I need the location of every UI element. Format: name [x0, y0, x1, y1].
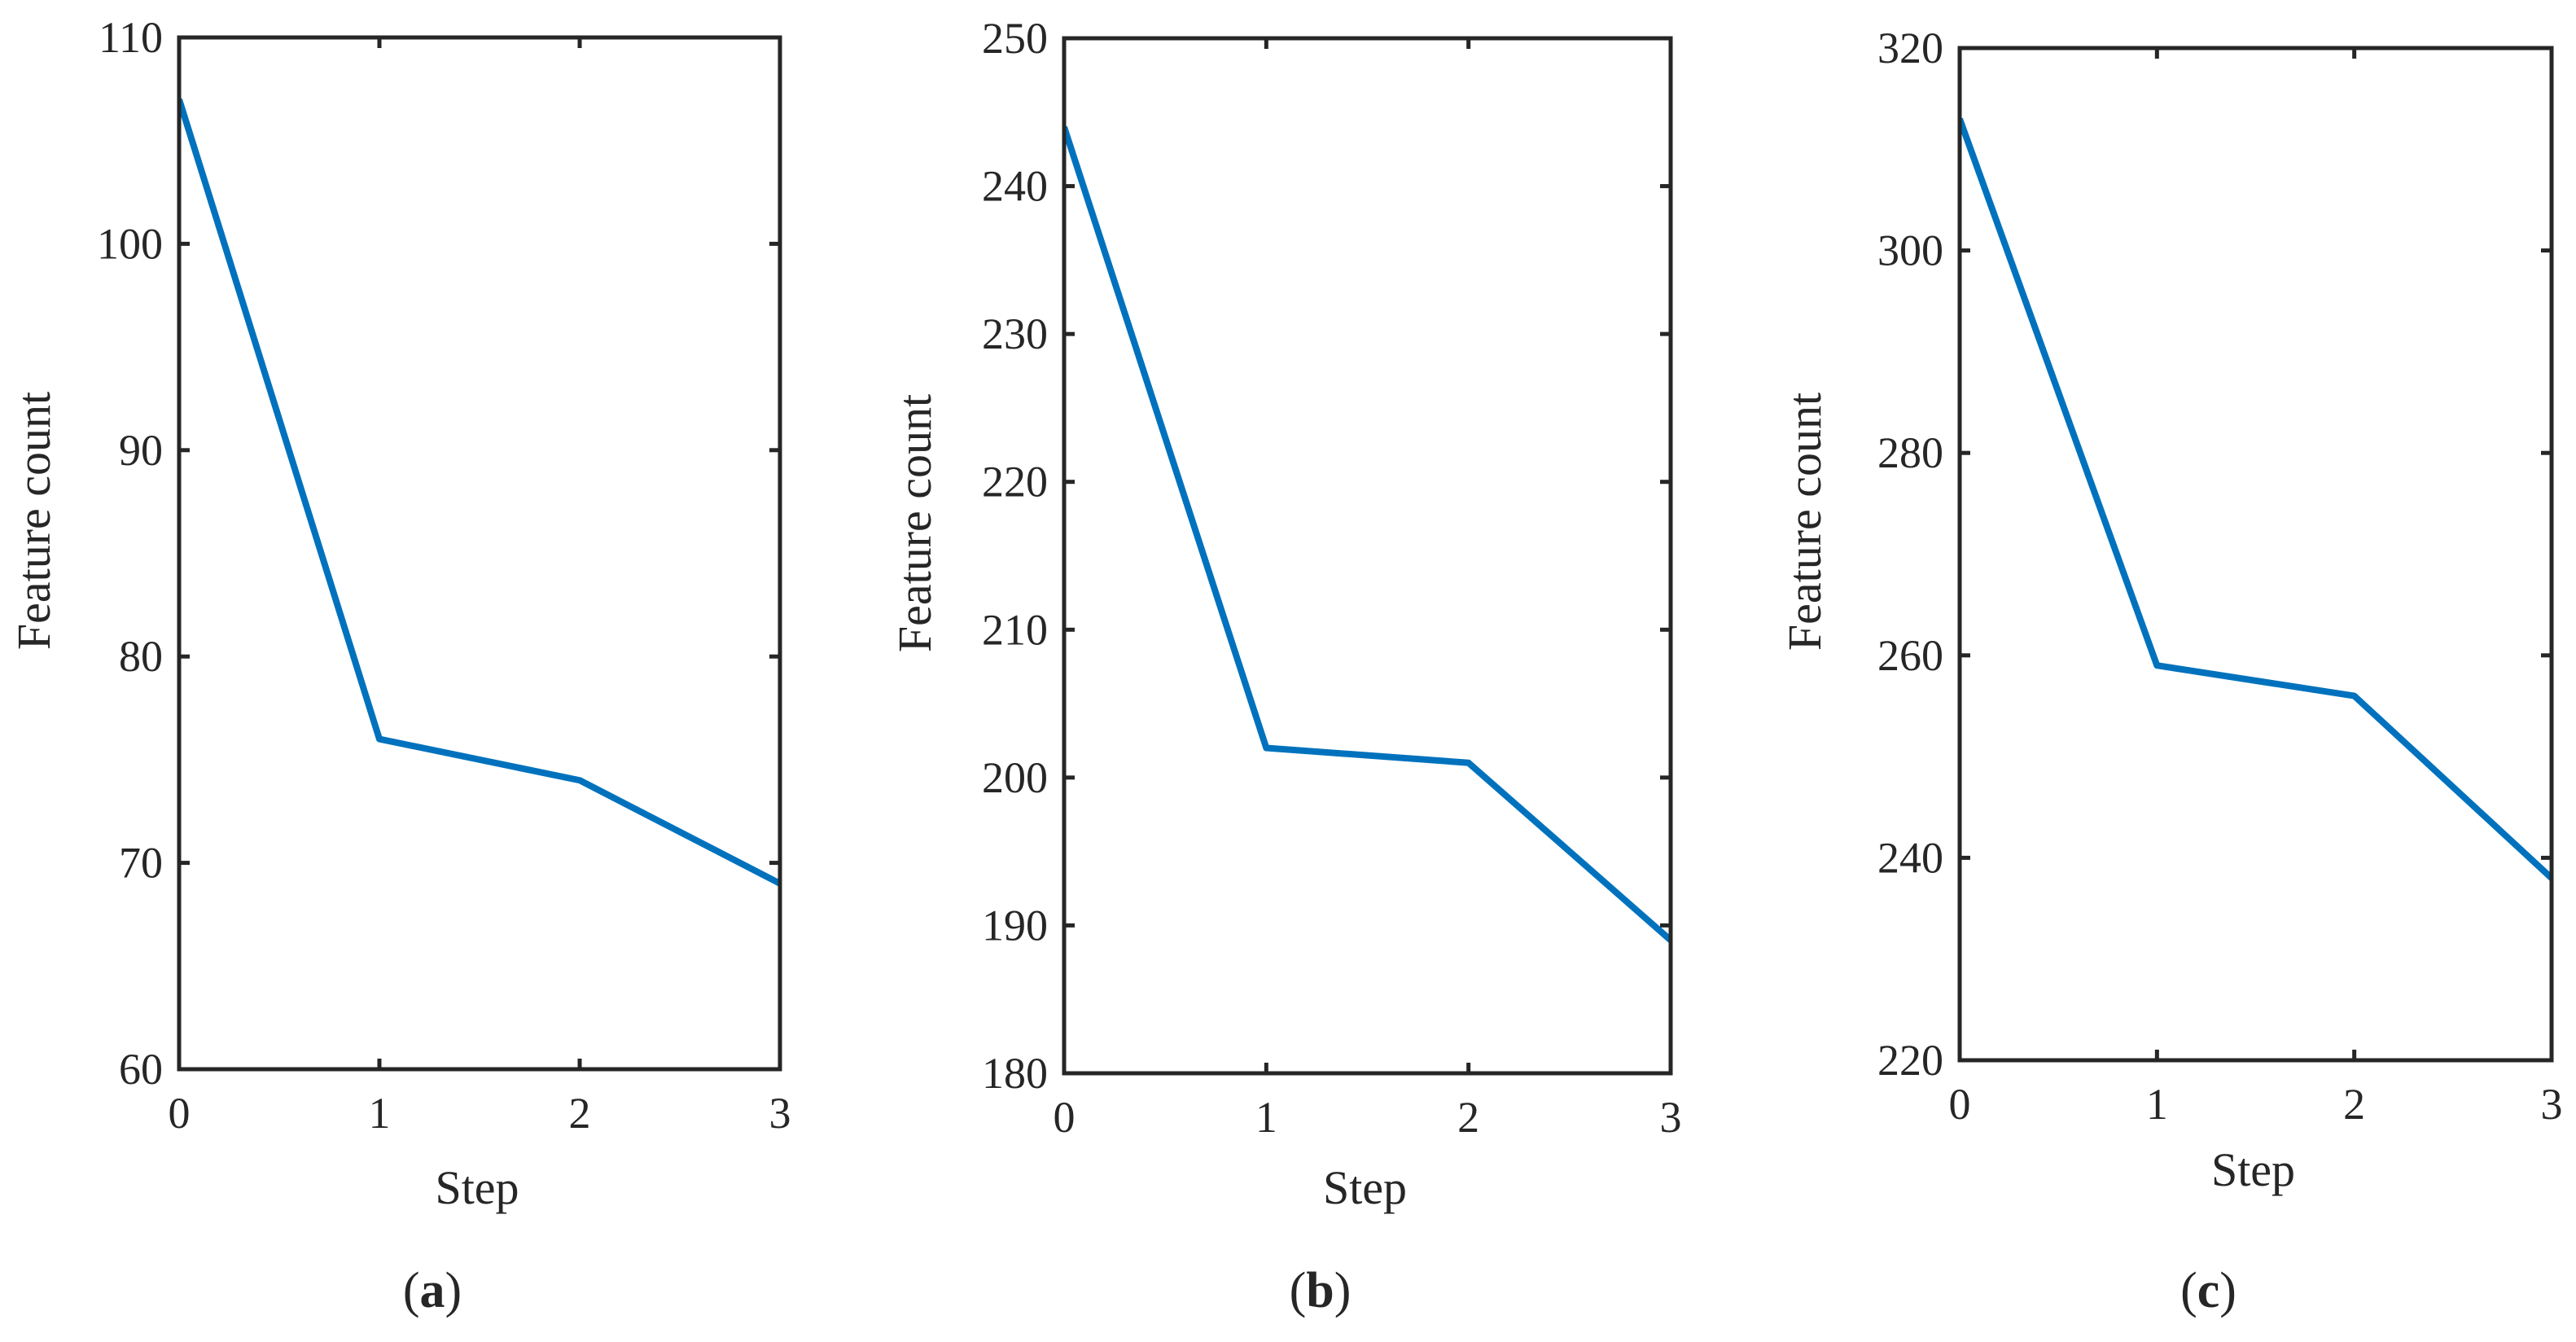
x-tick-label: 3 — [769, 1089, 791, 1138]
x-ticks: 0 1 2 3 — [1054, 38, 1682, 1142]
panel-label: (b) — [1290, 1263, 1352, 1318]
x-tick-label: 2 — [2343, 1080, 2365, 1129]
data-line — [1064, 125, 1671, 943]
y-tick-label: 210 — [982, 605, 1048, 654]
y-axis-label: Feature count — [1778, 393, 1831, 651]
y-tick-label: 240 — [1877, 833, 1943, 882]
x-tick-label: 0 — [1054, 1093, 1076, 1142]
series-line — [1960, 117, 2552, 881]
y-ticks: 180 190 200 210 220 230 240 250 — [982, 14, 1671, 1098]
x-ticks: 0 1 2 3 — [169, 37, 791, 1138]
x-tick-label: 3 — [2541, 1080, 2563, 1129]
panel-b: 180 190 200 210 220 230 240 250 0 1 2 3 Feature co… — [888, 14, 1682, 1318]
axes-frame — [1062, 36, 1673, 1076]
series-line — [179, 98, 780, 887]
y-tick-label: 200 — [982, 753, 1048, 802]
x-tick-label: 2 — [1457, 1093, 1479, 1142]
x-axis-label: Step — [1323, 1161, 1407, 1214]
axes-frame — [177, 35, 782, 1072]
y-tick-label: 220 — [1877, 1036, 1943, 1085]
panel-label: (a) — [403, 1263, 462, 1318]
y-tick-label: 230 — [982, 309, 1048, 358]
x-tick-label: 0 — [169, 1089, 191, 1138]
x-tick-label: 1 — [369, 1089, 391, 1138]
y-tick-label: 90 — [119, 426, 163, 475]
series-line — [1064, 125, 1671, 943]
y-tick-label: 60 — [119, 1045, 163, 1094]
y-ticks: 60 70 80 90 100 110 — [97, 13, 780, 1094]
y-tick-label: 80 — [119, 632, 163, 681]
x-tick-label: 1 — [2146, 1080, 2168, 1129]
y-tick-label: 220 — [982, 458, 1048, 507]
x-axis-label: Step — [2211, 1143, 2295, 1196]
y-tick-label: 320 — [1877, 24, 1943, 72]
x-tick-label: 3 — [1660, 1093, 1682, 1142]
x-tick-label: 0 — [1949, 1080, 1971, 1129]
y-tick-label: 100 — [97, 219, 163, 268]
axes-frame — [1957, 46, 2554, 1063]
data-line — [179, 98, 780, 887]
x-ticks: 0 1 2 3 — [1949, 48, 2563, 1129]
x-axis-label: Step — [435, 1161, 519, 1214]
y-axis-label: Feature count — [7, 392, 60, 650]
y-tick-label: 180 — [982, 1049, 1048, 1098]
y-tick-label: 260 — [1877, 631, 1943, 680]
y-tick-label: 250 — [982, 14, 1048, 63]
data-line — [1960, 117, 2552, 881]
y-tick-label: 300 — [1877, 226, 1943, 275]
panel-a: 60 70 80 90 100 110 0 1 2 3 Feature count Step (… — [7, 13, 791, 1318]
y-tick-label: 110 — [99, 13, 163, 62]
y-tick-label: 190 — [982, 901, 1048, 949]
x-tick-label: 2 — [569, 1089, 591, 1138]
y-tick-label: 280 — [1877, 428, 1943, 477]
y-tick-label: 240 — [982, 162, 1048, 211]
y-tick-label: 70 — [119, 839, 163, 888]
y-ticks: 220 240 260 280 300 320 — [1877, 24, 2552, 1085]
panel-c: 220 240 260 280 300 320 0 1 2 3 Feature count St… — [1778, 24, 2563, 1318]
panel-label: (c) — [2180, 1263, 2236, 1318]
x-tick-label: 1 — [1255, 1093, 1277, 1142]
y-axis-label: Feature count — [888, 394, 941, 652]
